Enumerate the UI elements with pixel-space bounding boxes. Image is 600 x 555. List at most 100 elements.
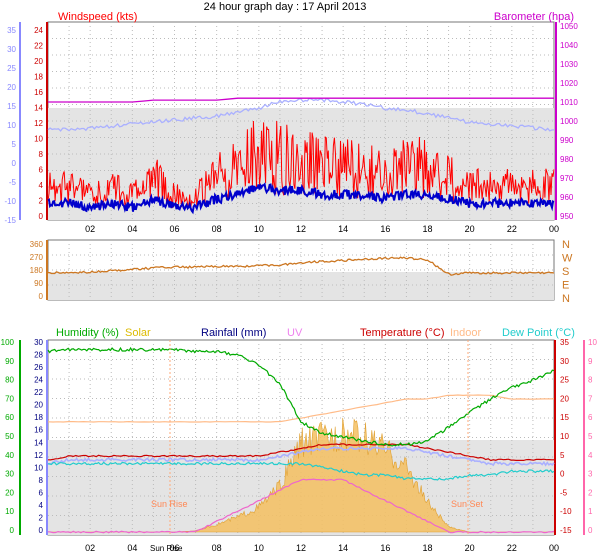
y-tick-label: 1000: [560, 117, 578, 126]
y-tick-label: 360: [30, 240, 44, 249]
sun-rise-axis-label: Sun Rise: [150, 544, 183, 553]
y-tick-label: 10: [34, 463, 43, 472]
y-tick-label: 10: [34, 135, 43, 144]
x-tick-label: 02: [85, 543, 95, 553]
y-tick-label: 25: [560, 376, 569, 385]
y-tick-label: 0: [588, 526, 593, 535]
y-tick-label: 60: [5, 413, 14, 422]
dewpoint-label: Dew Point (°C): [502, 327, 575, 339]
x-tick-label: 08: [212, 543, 222, 553]
y-tick-label: 12: [34, 119, 43, 128]
y-tick-label: 6: [588, 413, 593, 422]
y-tick-label: 26: [34, 363, 43, 372]
temp-grid: [48, 340, 554, 535]
x-tick-label: 18: [422, 224, 432, 234]
x-tick-label: 08: [212, 224, 222, 234]
solar-label: Solar: [125, 327, 151, 339]
y-tick-label: 25: [7, 64, 16, 73]
x-tick-label: 02: [85, 224, 95, 234]
y-tick-label: 0: [39, 212, 44, 221]
y-tick-label: 10: [560, 432, 569, 441]
y-tick-label: -10: [4, 197, 16, 206]
y-tick-label: 970: [560, 174, 574, 183]
barometer-axis-title: Barometer (hpa): [494, 11, 574, 23]
y-tick-label: 0: [39, 292, 44, 301]
compass-label: S: [562, 266, 569, 278]
y-tick-label: 10: [588, 338, 597, 347]
y-tick-label: 990: [560, 136, 574, 145]
x-tick-label: 18: [422, 543, 432, 553]
indoor-line: [47, 394, 555, 423]
y-tick-label: -10: [560, 507, 572, 516]
y-tick-label: -15: [4, 216, 16, 225]
y-tick-label: 10: [7, 121, 16, 130]
compass-label: W: [562, 253, 573, 265]
wind-outer-ticks: 35 30 25 20 15 10 5 0 -5 -10 -15: [4, 26, 16, 225]
humidity-label: Humidity (%): [56, 327, 119, 339]
y-tick-label: 8: [39, 476, 44, 485]
sun-set-label: Sun Set: [451, 499, 484, 509]
y-tick-label: 6: [39, 166, 44, 175]
y-tick-label: 50: [5, 432, 14, 441]
y-tick-label: 70: [5, 394, 14, 403]
x-tick-label: 06: [169, 224, 179, 234]
y-tick-label: 18: [34, 413, 43, 422]
pale-temp-line: [47, 445, 555, 467]
rainfall-label: Rainfall (mm): [201, 327, 266, 339]
y-tick-label: 10: [5, 507, 14, 516]
y-tick-label: 14: [34, 104, 43, 113]
compass-label: E: [562, 280, 569, 292]
temp-ticks: 35 30 25 20 15 10 5 0 -5 -10 -15: [560, 338, 572, 535]
temp-x-ticks: 02 04 06 08 10 12 14 16 18 20 22 00: [85, 543, 559, 553]
y-tick-label: -5: [9, 178, 17, 187]
x-tick-label: 20: [465, 224, 475, 234]
x-tick-label: 14: [338, 543, 348, 553]
y-tick-label: 5: [12, 140, 17, 149]
x-tick-label: 14: [338, 224, 348, 234]
average-wind-line: [47, 182, 555, 215]
pale-pressure-line: [47, 97, 555, 132]
x-tick-label: 06: [169, 543, 179, 553]
x-tick-label: 16: [380, 224, 390, 234]
y-tick-label: 9: [588, 357, 593, 366]
y-tick-label: 20: [34, 57, 43, 66]
y-tick-label: 950: [560, 212, 574, 221]
compass-label: N: [562, 239, 570, 251]
y-tick-label: 1050: [560, 22, 578, 31]
y-tick-label: 14: [34, 438, 43, 447]
x-tick-label: 04: [127, 224, 137, 234]
x-tick-label: 04: [127, 543, 137, 553]
y-tick-label: 20: [5, 488, 14, 497]
y-tick-label: 40: [5, 451, 14, 460]
y-tick-label: 90: [5, 357, 14, 366]
x-tick-label: 10: [254, 543, 264, 553]
y-tick-label: 80: [5, 376, 14, 385]
y-tick-label: 980: [560, 155, 574, 164]
y-tick-label: 270: [30, 253, 44, 262]
y-tick-label: 4: [39, 181, 44, 190]
y-tick-label: 22: [34, 388, 43, 397]
y-tick-label: 16: [34, 426, 43, 435]
direction-line: [47, 256, 555, 276]
y-tick-label: 3: [588, 470, 593, 479]
y-tick-label: 1030: [560, 60, 578, 69]
y-tick-label: 100: [1, 338, 15, 347]
baro-ticks: 1050 1040 1030 1020 1010 1000 990 980 970 960 950: [560, 22, 578, 221]
y-tick-label: 960: [560, 193, 574, 202]
y-tick-label: 15: [560, 413, 569, 422]
y-tick-label: 15: [7, 102, 16, 111]
y-tick-label: 4: [39, 501, 44, 510]
y-tick-label: 5: [588, 432, 593, 441]
x-tick-label: 10: [254, 224, 264, 234]
y-tick-label: 28: [34, 351, 43, 360]
direction-ticks: 360 270 180 90 0: [30, 240, 44, 301]
y-tick-label: 7: [588, 394, 593, 403]
y-tick-label: 2: [39, 197, 44, 206]
wind-x-ticks: 02 04 06 08 10 12 14 16 18 20 22 00: [85, 224, 559, 234]
y-tick-label: -5: [560, 488, 568, 497]
y-tick-label: 1: [588, 507, 593, 516]
